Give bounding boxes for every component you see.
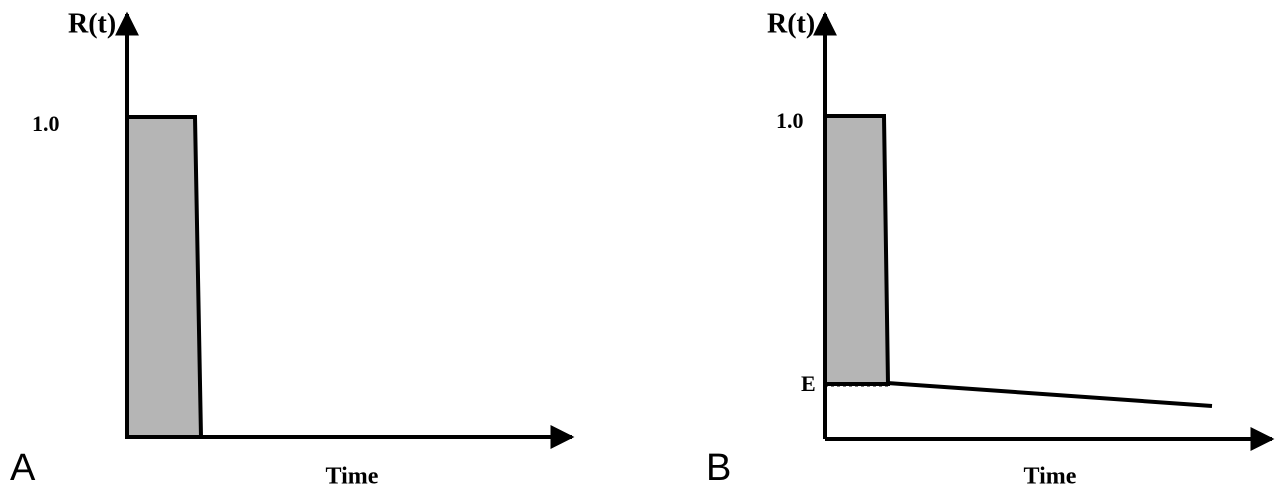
decay-line xyxy=(887,381,1213,408)
y-tick-label: 1.0 xyxy=(32,111,60,136)
level-label: E xyxy=(801,371,816,396)
panel-a: R(t) 1.0 Time A xyxy=(10,8,575,490)
panel-label: B xyxy=(706,447,731,489)
y-tick-label: 1.0 xyxy=(776,108,804,133)
pulse-area xyxy=(125,115,204,439)
y-axis-label: R(t) xyxy=(767,8,815,39)
x-axis-label: Time xyxy=(1024,464,1077,490)
panel-label: A xyxy=(10,447,36,489)
pulse-area xyxy=(823,114,891,386)
x-axis-label: Time xyxy=(326,464,379,490)
y-axis-label: R(t) xyxy=(68,8,116,39)
panel-b: R(t) 1.0 E Time B xyxy=(706,8,1275,490)
